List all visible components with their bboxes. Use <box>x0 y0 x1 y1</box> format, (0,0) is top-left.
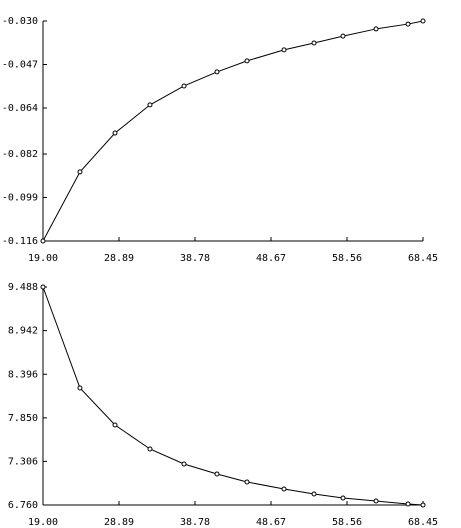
marker <box>405 21 411 27</box>
x-tick-label: 38.78 <box>180 517 210 528</box>
line <box>42 20 424 242</box>
marker <box>40 238 46 244</box>
y-tick-label: 6.760 <box>8 500 38 511</box>
marker <box>405 501 411 507</box>
marker <box>373 498 379 504</box>
marker <box>40 284 46 290</box>
marker <box>147 102 153 108</box>
marker <box>311 40 317 46</box>
x-tick-label: 19.00 <box>28 253 58 264</box>
marker <box>244 58 250 64</box>
x-tick-label: 48.67 <box>256 517 286 528</box>
x-tick-label: 28.89 <box>104 253 134 264</box>
marker <box>181 83 187 89</box>
y-tick-label: -0.116 <box>2 236 38 247</box>
x-tick-label: 68.45 <box>408 253 438 264</box>
marker <box>214 69 220 75</box>
marker <box>77 169 83 175</box>
x-tick-label: 38.78 <box>180 253 210 264</box>
y-tick-label: 7.850 <box>8 413 38 424</box>
line <box>42 286 424 506</box>
marker <box>214 471 220 477</box>
x-tick-label: 58.56 <box>332 517 362 528</box>
marker <box>147 446 153 452</box>
y-tick-label: 8.942 <box>8 326 38 337</box>
marker <box>373 26 379 32</box>
marker <box>311 491 317 497</box>
marker <box>112 422 118 428</box>
marker <box>181 461 187 467</box>
y-tick-label: -0.082 <box>2 149 38 160</box>
x-tick-label: 68.45 <box>408 517 438 528</box>
x-tick-label: 28.89 <box>104 517 134 528</box>
marker <box>244 479 250 485</box>
y-tick-label: 8.396 <box>8 369 38 380</box>
y-tick-label: 7.306 <box>8 456 38 467</box>
marker <box>340 33 346 39</box>
y-tick-label: -0.099 <box>2 193 38 204</box>
marker <box>77 385 83 391</box>
x-tick-label: 48.67 <box>256 253 286 264</box>
marker <box>112 130 118 136</box>
x-tick-label: 58.56 <box>332 253 362 264</box>
marker <box>340 495 346 501</box>
marker <box>281 47 287 53</box>
y-tick-label: -0.047 <box>2 59 38 70</box>
x-tick-label: 19.00 <box>28 517 58 528</box>
marker <box>281 486 287 492</box>
y-tick-label: -0.030 <box>2 16 38 27</box>
marker <box>420 502 426 508</box>
y-tick-label: -0.064 <box>2 103 38 114</box>
y-tick-label: 9.488 <box>8 282 38 293</box>
marker <box>420 18 426 24</box>
